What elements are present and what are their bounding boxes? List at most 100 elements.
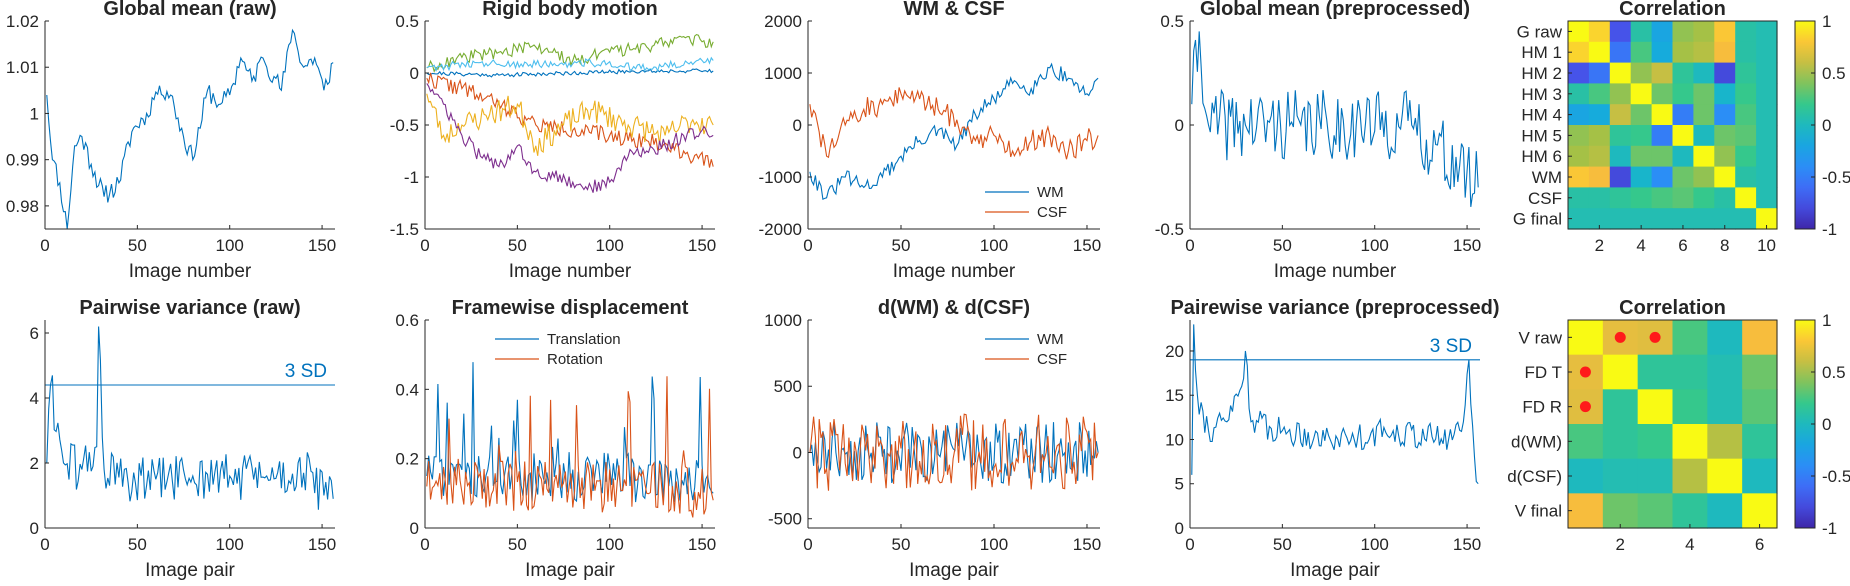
heatmap-cell [1609,166,1632,188]
heatmap-cell [1637,458,1674,494]
series-line-5 [426,56,714,73]
x-axis-label: Image number [509,261,632,282]
x-axis-label: Image pair [1290,560,1380,581]
x-tick-label: 50 [892,535,911,554]
x-tick-label: 100 [1361,236,1389,255]
heatmap-cell [1568,125,1590,147]
heatmap-cell [1714,41,1736,64]
x-tick-label: 50 [1273,535,1292,554]
significance-marker [1649,331,1661,343]
y-tick-label: 10 [1165,430,1184,449]
heatmap-cell [1714,208,1736,230]
panel-p10: Correlation V raw FD T FD R d(WM) d(CSF) V fin… [1507,297,1850,554]
x-tick-label: 6 [1755,535,1764,554]
chart-title: Global mean (raw) [103,0,276,20]
heatmap-cell [1651,83,1674,105]
heatmap-cell [1672,208,1694,230]
heatmap-cell [1672,104,1694,126]
heatmap-cell [1693,83,1715,105]
x-axis-label: Image number [1274,261,1397,282]
heatmap-cell [1568,424,1604,460]
y-tick-label: 1000 [764,64,802,83]
x-tick-label: 100 [216,236,244,255]
x-tick-label: 100 [596,236,624,255]
y-tick-label: 0 [410,519,419,538]
row-label: CSF [1528,189,1562,208]
heatmap-cell [1714,166,1736,188]
chart-title: Global mean (preprocessed) [1200,0,1470,20]
series-line-0 [1191,31,1479,207]
heatmap-cell [1568,320,1604,356]
series-line-4 [426,33,714,73]
heatmap-cell [1672,41,1694,64]
colorbar-label: 1 [1822,311,1831,330]
x-tick-label: 2 [1616,535,1625,554]
heatmap-cell [1630,104,1653,126]
significance-marker [1614,331,1626,343]
series-line-0 [46,326,334,510]
heatmap-cell [1735,83,1757,105]
row-label: FD T [1525,363,1562,382]
heatmap-cell [1707,493,1743,529]
heatmap-cell [1568,41,1590,64]
heatmap-cell [1693,125,1715,147]
heatmap-cell [1756,41,1778,64]
colorbar-label: 1 [1822,12,1831,31]
colorbar-label: -0.5 [1822,168,1850,187]
heatmap-cell [1714,104,1736,126]
x-tick-label: 50 [508,535,527,554]
heatmap-cell [1735,21,1757,43]
heatmap-cell [1672,187,1694,209]
chart-title: d(WM) & d(CSF) [878,297,1030,319]
threshold-label: 3 SD [1430,336,1472,357]
panel-p9: Pairewise variance (preprocessed) 3 SD 0 50… [1165,297,1499,581]
y-tick-label: 0 [793,116,802,135]
heatmap-cell [1714,187,1736,209]
heatmap-cell [1609,125,1632,147]
chart-title: Rigid body motion [482,0,658,20]
series-line-1 [426,72,714,168]
heatmap-cell [1672,493,1708,529]
heatmap-cell [1568,166,1590,188]
heatmap-cell [1630,125,1653,147]
y-tick-label: -500 [768,510,802,529]
y-tick-label: 0.5 [395,12,419,31]
chart-title: Pairewise variance (preprocessed) [1170,297,1499,319]
heatmap-cell [1672,389,1708,425]
row-label: d(WM) [1511,432,1562,451]
panel-p7: Framewise displacement 0 50 100 150 0 0.2 0.4 0.… [395,297,716,581]
row-label: V raw [1519,328,1563,347]
heatmap-cell [1735,208,1757,230]
x-tick-label: 100 [1361,535,1389,554]
colorbar-label: 0 [1822,415,1831,434]
threshold-label: 3 SD [285,361,327,382]
x-tick-label: 150 [688,535,716,554]
x-axis-label: Image pair [909,560,999,581]
heatmap-cell [1630,145,1653,168]
heatmap-cell [1756,62,1778,84]
legend-label: Rotation [547,351,603,368]
heatmap-cell [1707,424,1743,460]
heatmap-cell [1609,145,1632,168]
heatmap-cell [1568,208,1590,230]
heatmap-cell [1672,458,1708,494]
x-tick-label: 150 [1073,535,1101,554]
heatmap-cell [1609,104,1632,126]
heatmap-cell [1693,145,1715,168]
heatmap-cell [1630,208,1653,230]
x-tick-label: 0 [1185,535,1194,554]
row-label: HM 2 [1521,64,1562,83]
heatmap-cell [1756,83,1778,105]
heatmap-cell [1756,145,1778,168]
heatmap-cell [1568,145,1590,168]
heatmap-cell [1735,145,1757,168]
heatmap-cell [1568,104,1590,126]
x-tick-label: 100 [980,236,1008,255]
heatmap-cell [1672,166,1694,188]
row-label: HM 4 [1521,106,1562,125]
series-line-0 [809,62,1099,200]
x-tick-label: 0 [40,535,49,554]
y-tick-label: 0.6 [395,311,419,330]
y-tick-label: -0.5 [1155,220,1184,239]
heatmap-cell [1693,104,1715,126]
